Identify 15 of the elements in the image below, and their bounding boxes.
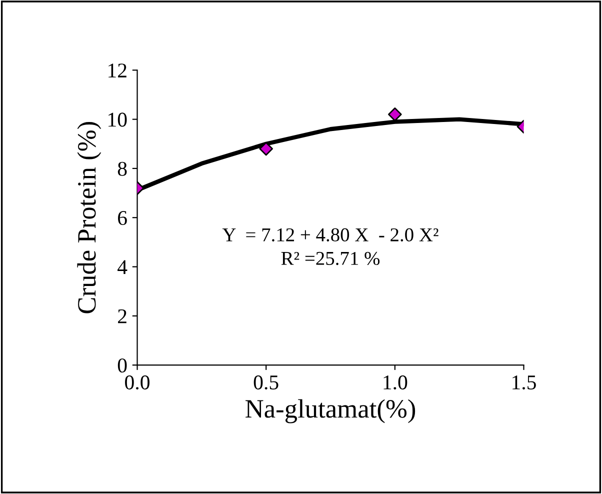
y-tick-label: 6 [118,211,127,226]
annotation: R² =25.71 % [281,252,380,266]
annotation: Y = 7.12 + 4.80 X - 2.0 X² [222,228,438,242]
x-axis-title: Na-glutamat(%) [246,399,416,424]
y-tick-label: 12 [108,64,126,78]
y-tick-label: 10 [108,112,127,127]
y-axis-title: Crude Protein (%) [77,122,102,314]
y-tick-label: 4 [118,260,128,274]
x-tick-label: 0.0 [125,375,150,390]
x-tick-label: 1.0 [384,375,408,390]
x-tick-label: 0.5 [254,375,278,390]
y-tick-label: 2 [118,309,126,324]
x-tick-label: 1.5 [512,375,536,390]
y-tick-label: 8 [118,162,127,176]
y-tick-label: 0 [118,358,127,372]
